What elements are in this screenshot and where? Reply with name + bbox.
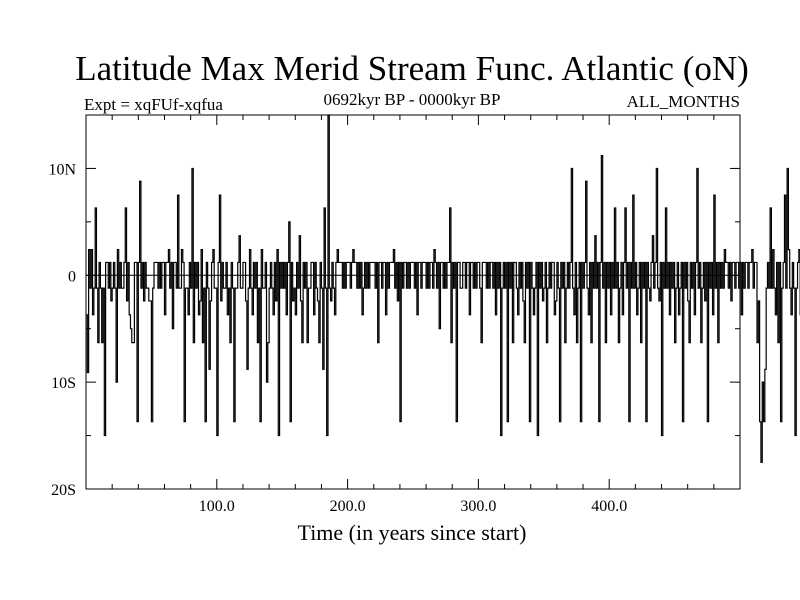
y-tick-label: 0: [68, 268, 76, 285]
chart-title: Latitude Max Merid Stream Func. Atlantic…: [75, 49, 749, 88]
subtitle-right: ALL_MONTHS: [627, 92, 740, 111]
axis-ticks: 100.0 200.0 300.0 400.0 10N 0 10S 20S: [48, 115, 740, 515]
y-tick-label: 10S: [51, 375, 76, 392]
y-tick-label: 20S: [51, 482, 76, 499]
x-tick-label: 100.0: [199, 498, 235, 515]
plot-frame: [85, 114, 741, 490]
plot-area: [86, 114, 800, 463]
series-line-0: [86, 114, 800, 463]
x-tick-label: 400.0: [591, 498, 627, 515]
subtitle-center: 0692kyr BP - 0000kyr BP: [324, 90, 501, 109]
x-tick-label: 200.0: [330, 498, 366, 515]
x-tick-label: 300.0: [460, 498, 496, 515]
y-tick-label: 10N: [48, 161, 76, 178]
x-axis-label: Time (in years since start): [298, 520, 527, 545]
subtitle-left: Expt = xqFUf-xqfua: [84, 95, 223, 114]
